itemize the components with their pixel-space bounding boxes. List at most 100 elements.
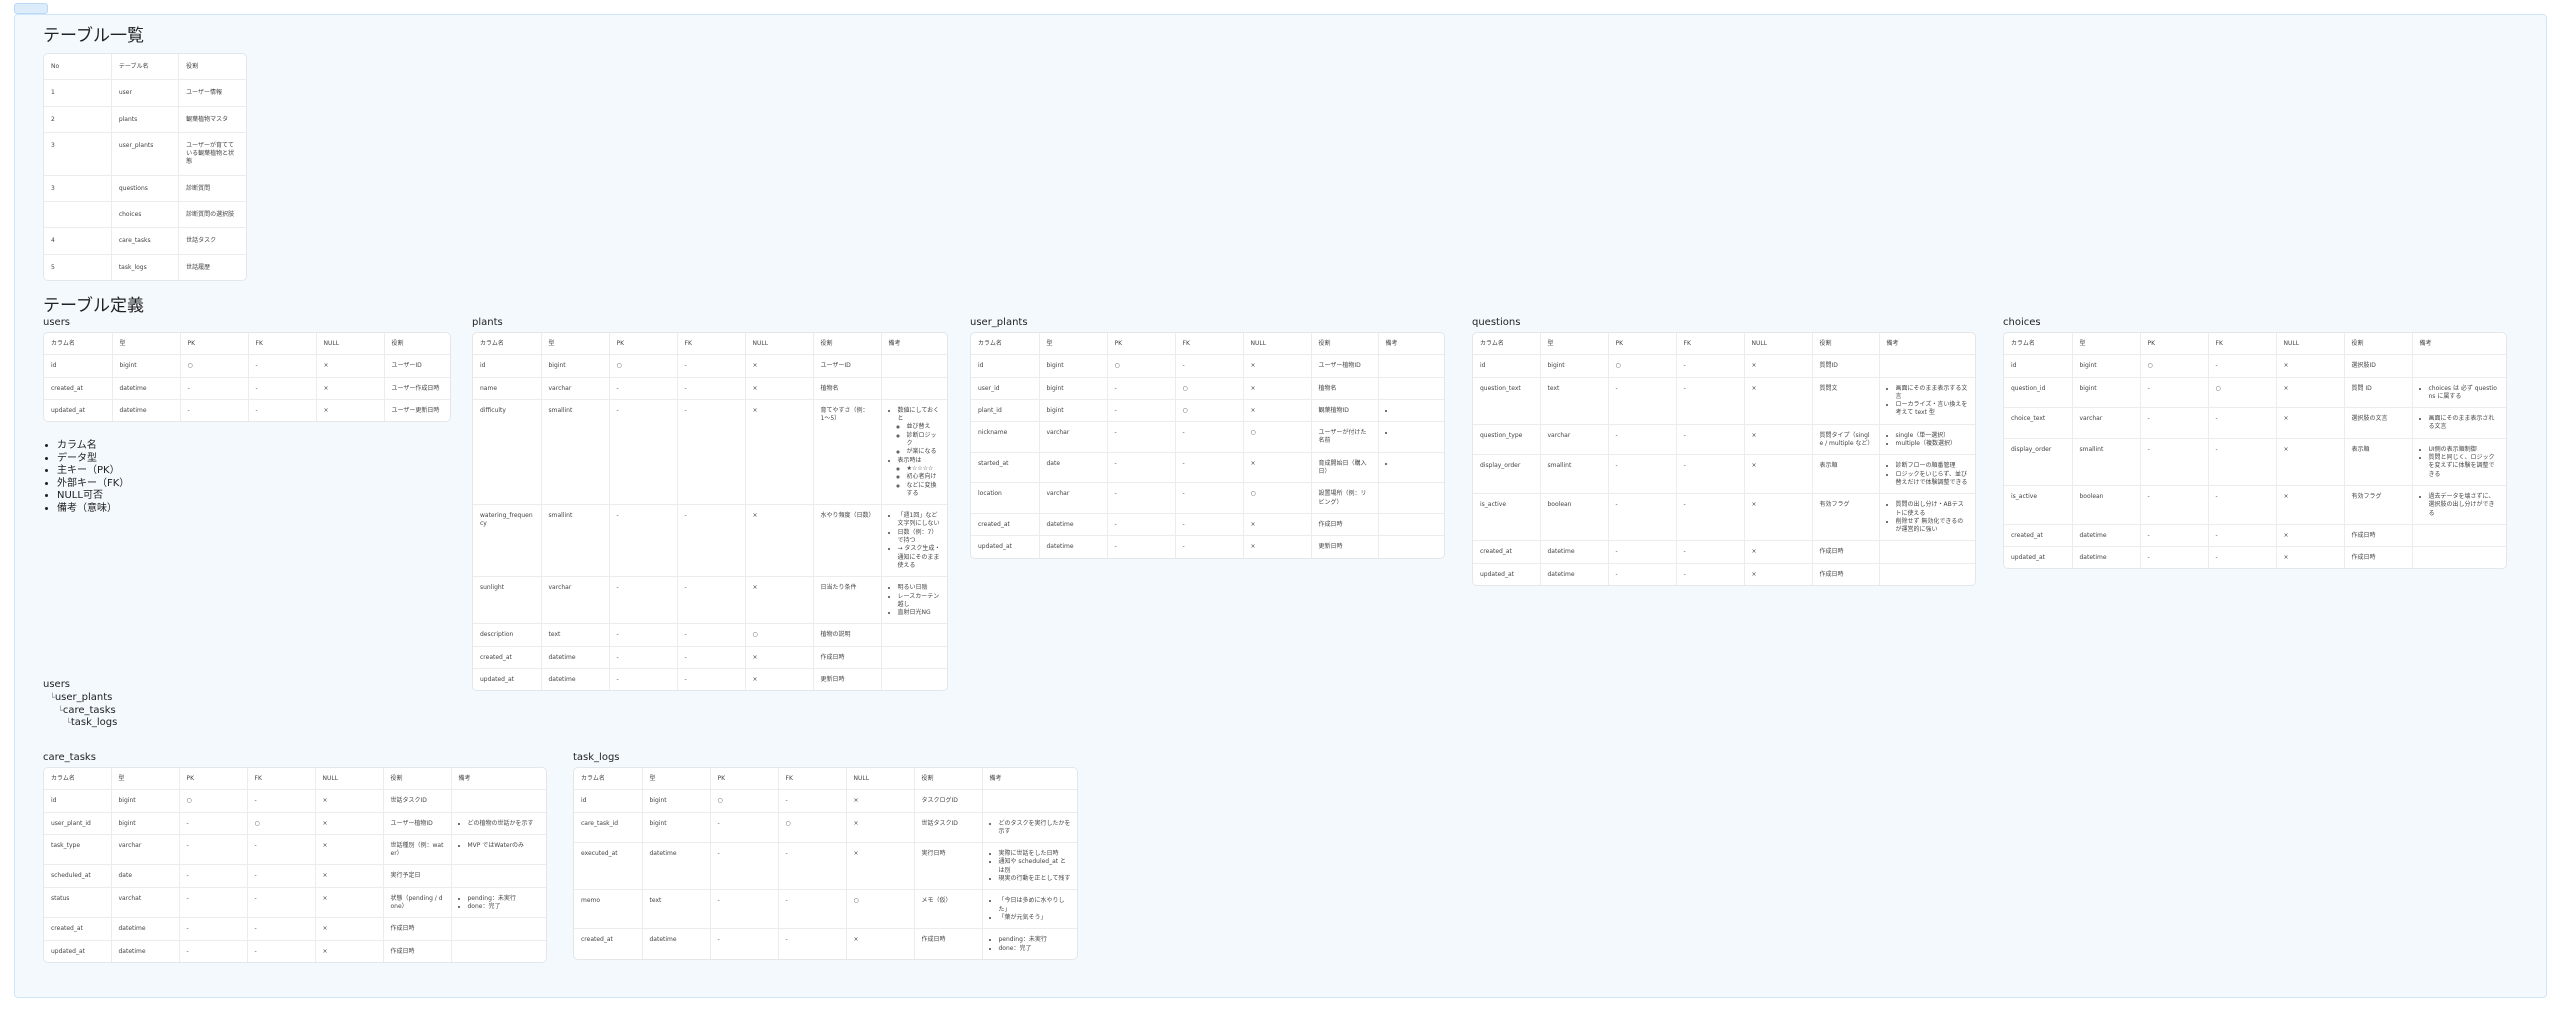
table-cell: 5 xyxy=(44,254,112,280)
notes-list: 画面にそのまま表示する文言ローカライズ・言い換えを考えて text 型 xyxy=(1887,385,1970,418)
header-row: カラム名型 PK FK NULL 役割 備考 xyxy=(2004,333,2506,356)
table-cell: ○ xyxy=(2208,377,2277,409)
notes-cell xyxy=(1879,354,1975,378)
table-row: created_at datetime - - × ユーザー作成日時 xyxy=(44,377,450,400)
table-cell: - xyxy=(247,789,316,813)
table-row: is_activeboolean--×有効フラグ質問の出し分け・ABテストに使え… xyxy=(1473,493,1975,542)
table-cell: - xyxy=(1175,513,1244,537)
note-item: pending：未実行 xyxy=(999,936,1072,944)
table-cell: smallint xyxy=(1540,454,1609,495)
table-list-header: No テーブル名 役割 xyxy=(44,54,246,81)
table-row: display_ordersmallint--×表示順診断フローの順番管理ロジッ… xyxy=(1473,454,1975,495)
table-cell: datetime xyxy=(541,646,610,670)
note-item xyxy=(1395,429,1439,437)
table-cell: bigint xyxy=(1039,377,1108,400)
note-text: 実際に世話をした日時 xyxy=(998,850,1059,858)
table-cell: datetime xyxy=(111,917,180,941)
table-cell: - xyxy=(1175,354,1244,378)
table-cell: 設置場所（例：リビング） xyxy=(1311,482,1379,514)
header-cell: PK xyxy=(710,768,779,791)
table-cell: varchar xyxy=(1039,421,1108,453)
notes-cell: 数値にしておくと並び替え診断ロジックが楽になる表示時は★☆☆☆☆初心者向けなどに… xyxy=(881,399,947,506)
table-cell: ユーザー情報 xyxy=(178,79,246,107)
table-row: id bigint ○ - × ユーザーID xyxy=(473,354,947,378)
table-cell: × xyxy=(846,928,915,959)
notes-list: 「週1回」など文字列にしない日数（例：7）で持つ→ タスク生成・通知にそのまま使… xyxy=(889,512,942,570)
table-cell: question_type xyxy=(1473,424,1541,456)
table-row: updated_at datetime - - × ユーザー更新日時 xyxy=(44,399,450,422)
table-cell: datetime xyxy=(1540,540,1609,564)
table-name-questions: questions xyxy=(1472,317,1521,328)
table-row: 3 user_plants ユーザーが育てている観葉植物と状態 xyxy=(44,132,246,176)
table-cell: display_order xyxy=(2004,438,2073,486)
table-cell: difficulty xyxy=(473,399,542,506)
table-user_plants: カラム名型 PK FK NULL 役割 備考 id bigint ○ - × ユーザー植物ID user… xyxy=(970,332,1445,559)
table-cell: datetime xyxy=(1039,513,1108,537)
header-cell: カラム名 xyxy=(574,768,643,791)
table-cell: ○ xyxy=(180,354,249,378)
table-row: display_ordersmallint--×表示順UI側の表示順制御質問と同… xyxy=(2004,438,2506,486)
table-cell: × xyxy=(846,789,915,813)
table-name-choices: choices xyxy=(2003,317,2041,328)
table-cell: text xyxy=(541,623,610,647)
note-item xyxy=(1395,407,1439,415)
note-item: 質問の出し分け・ABテストに使える xyxy=(1896,501,1970,518)
table-cell: id xyxy=(2004,354,2073,378)
notes-cell xyxy=(1378,354,1444,378)
table-cell: 世話タスクID xyxy=(914,812,983,844)
tab-pill[interactable] xyxy=(14,3,48,14)
table-hierarchy: users └user_plants └care_tasks └task_logs xyxy=(43,679,117,730)
table-cell: created_at xyxy=(574,928,643,959)
table-cell: × xyxy=(2276,354,2345,378)
table-cell: updated_at xyxy=(2004,546,2073,569)
note-item: 削除せず 無効化できるのが運営的に強い xyxy=(1896,518,1970,535)
table-row: created_at datetime - - × 作成日時 xyxy=(473,646,947,670)
notes-list: UI側の表示順制御質問と同じく、ロジックを変えずに体験を調整できる xyxy=(2420,446,2501,479)
table-cell: - xyxy=(710,889,779,930)
notes-cell: 質問の出し分け・ABテストに使える削除せず 無効化できるのが運営的に強い xyxy=(1879,493,1975,542)
header-cell: PK xyxy=(1608,333,1677,356)
table-cell: ○ xyxy=(609,354,678,378)
note-item: どのタスクを実行したかを示す xyxy=(999,820,1072,837)
table-cell: - xyxy=(1608,377,1677,425)
table-cell: updated_at xyxy=(1473,563,1541,586)
table-cell: × xyxy=(2276,407,2345,439)
note-item: 日数（例：7）で持つ xyxy=(898,529,942,546)
header-cell: PK xyxy=(1107,333,1176,356)
table-cell: 有効フラグ xyxy=(1812,493,1880,542)
table-row: updated_at datetime - - × 作成日時 xyxy=(2004,546,2506,569)
table-row: sunlightvarchar--×日当たり条件明るい日陰レースカーテン越し直射… xyxy=(473,576,947,625)
table-cell: date xyxy=(1039,452,1108,484)
table-cell: datetime xyxy=(2072,546,2141,569)
table-cell: nickname xyxy=(971,421,1040,453)
tree-node: └care_tasks xyxy=(43,705,117,718)
note-text: 過去データを壊さずに、選択肢の出し分けができる xyxy=(2428,492,2495,517)
notes-cell: 画面にそのまま表示する文言ローカライズ・言い換えを考えて text 型 xyxy=(1879,377,1975,425)
table-questions: カラム名型 PK FK NULL 役割 備考 id bigint ○ - × 質問ID question… xyxy=(1472,332,1976,587)
table-cell: 作成日時 xyxy=(914,928,983,959)
table-cell: 2 xyxy=(44,106,112,133)
table-cell: - xyxy=(179,864,248,888)
notes-list: 実際に世話をした日時通知や scheduled_at とは別現実の行動を正として… xyxy=(990,850,1072,883)
legend-item: 外部キー（FK） xyxy=(57,478,129,491)
table-row: 3 questions 診断質問 xyxy=(44,175,246,203)
note-text: choices は 必ず questions に属する xyxy=(2428,384,2497,400)
table-cell: user_plants xyxy=(111,132,180,176)
sub-notes-list: ★☆☆☆☆初心者向けなどに変換する xyxy=(898,465,942,498)
table-cell: × xyxy=(745,646,814,670)
notes-cell: pending：未実行done：完了 xyxy=(982,929,1077,959)
header-cell: カラム名 xyxy=(1473,333,1541,356)
table-cell: × xyxy=(1243,399,1312,423)
table-cell: task_logs xyxy=(111,254,180,280)
table-cell: - xyxy=(1107,421,1176,453)
table-cell: × xyxy=(2276,438,2345,486)
note-text: 明るい日陰 xyxy=(897,584,928,592)
header-cell: 役割 xyxy=(384,333,450,356)
table-cell: id xyxy=(44,789,112,813)
header-cell: カラム名 xyxy=(44,768,112,791)
table-cell: - xyxy=(677,623,746,647)
header-cell: 型 xyxy=(112,333,181,356)
note-item: ローカライズ・言い換えを考えて text 型 xyxy=(1896,401,1970,418)
table-cell: watering_frequency xyxy=(473,504,542,578)
